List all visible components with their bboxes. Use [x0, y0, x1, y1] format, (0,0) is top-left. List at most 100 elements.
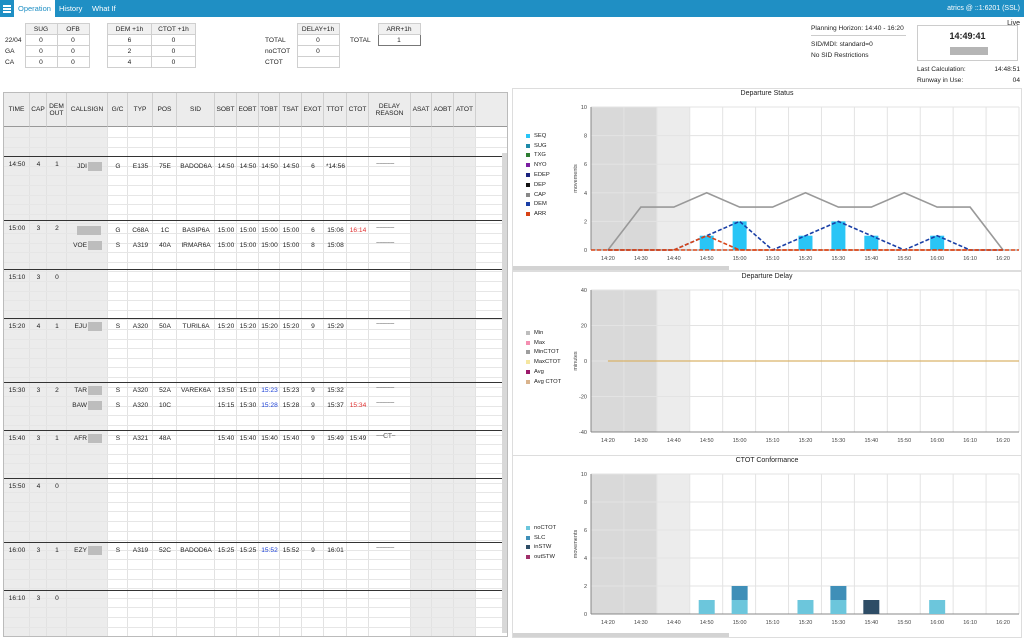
- delay-row-label: noCTOT: [263, 45, 297, 57]
- delay-reason-field[interactable]: ~~~~~: [376, 321, 394, 328]
- legend-item[interactable]: Avg CTOT: [526, 377, 561, 387]
- delay-value: 0: [296, 45, 340, 57]
- departure-sequence-table[interactable]: TIME CAP DEM OUT CALLSIGN G/C TYP POS SID SOBT EO…: [3, 92, 508, 637]
- exot-value: 9: [311, 547, 315, 554]
- ctot-value: 15:34: [349, 402, 367, 409]
- legend-item[interactable]: MaxCTOT: [526, 357, 561, 367]
- grid-line: [4, 377, 507, 378]
- header-exot[interactable]: EXOT: [302, 93, 324, 127]
- header-g-c[interactable]: G/C: [108, 93, 128, 127]
- ttot-value: 15:08: [327, 242, 344, 249]
- legend-item[interactable]: TXG: [526, 151, 550, 161]
- sid-value: IRMAR6A: [181, 242, 211, 249]
- gc-value: G: [115, 227, 121, 234]
- legend-item[interactable]: Max: [526, 338, 561, 348]
- chart-legend: Min Max MinCTOT MaxCTOT Avg Avg CTOT: [526, 328, 561, 387]
- header-eobt[interactable]: EOBT: [237, 93, 259, 127]
- runway-value: 04: [1012, 77, 1020, 84]
- x-tick-label: 15:50: [897, 256, 911, 262]
- header-callsign[interactable]: CALLSIGN: [67, 93, 108, 127]
- grid-line: [4, 482, 507, 484]
- info-panel: Planning Horizon: 14:40 - 16:20 SID/MDI:…: [807, 19, 1022, 86]
- legend-swatch: [526, 545, 530, 550]
- header-sobt[interactable]: SOBT: [215, 93, 237, 127]
- legend-item[interactable]: Min: [526, 328, 561, 338]
- connection-status: atrics @ ::1:6201 (SSL): [947, 5, 1020, 12]
- slot-demand: 1: [55, 161, 59, 168]
- legend-item[interactable]: DEP: [526, 180, 550, 190]
- column-cap: [30, 127, 47, 636]
- header-ctot[interactable]: CTOT: [347, 93, 369, 127]
- bar-seq: [831, 221, 846, 250]
- header-time[interactable]: TIME: [4, 93, 30, 127]
- bar-noctot: [797, 600, 814, 614]
- tab-operation[interactable]: Operation: [14, 0, 55, 17]
- sobt-value: 14:50: [217, 163, 235, 170]
- tab-history[interactable]: History: [59, 4, 83, 13]
- x-tick-label: 16:00: [930, 256, 944, 262]
- header-aobt[interactable]: AOBT: [432, 93, 454, 127]
- header-asat[interactable]: ASAT: [411, 93, 432, 127]
- legend-item[interactable]: SUG: [526, 141, 550, 151]
- x-tick-label: 15:30: [832, 620, 846, 626]
- legend-item[interactable]: noCTOT: [526, 523, 556, 533]
- header-tobt[interactable]: TOBT: [259, 93, 280, 127]
- delay-reason-field[interactable]: ~~CT~: [376, 433, 396, 440]
- ctot-value: [347, 322, 369, 331]
- header-dem-out[interactable]: DEM OUT: [47, 93, 67, 127]
- callsign: VOE: [73, 242, 87, 249]
- legend-item[interactable]: Avg: [526, 367, 561, 377]
- grid-line: [4, 329, 507, 330]
- col-ctot: CTOT +1h: [151, 23, 196, 35]
- header-atot[interactable]: ATOT: [454, 93, 476, 127]
- y-axis-label: minutes: [573, 351, 579, 371]
- legend-item[interactable]: DEM: [526, 200, 550, 210]
- chart-title: CTOT Conformance: [735, 457, 799, 464]
- chart-scrollbar[interactable]: [513, 266, 729, 270]
- delay-reason-field[interactable]: ~~~~~: [376, 545, 394, 552]
- x-tick-label: 14:50: [700, 438, 714, 444]
- sug-value: 0: [24, 45, 58, 57]
- header-pos[interactable]: POS: [153, 93, 177, 127]
- legend-label: TXG: [534, 152, 546, 159]
- legend-item[interactable]: MinCTOT: [526, 348, 561, 358]
- legend-item[interactable]: inSTW: [526, 543, 556, 553]
- hamburger-menu-icon[interactable]: [0, 0, 14, 17]
- grid-line: [4, 492, 507, 494]
- line-cap: [607, 191, 1004, 251]
- chart-scrollbar[interactable]: [513, 633, 729, 637]
- delay-reason-field[interactable]: ~~~~~: [376, 400, 394, 407]
- legend-item[interactable]: outSTW: [526, 552, 556, 562]
- legend-swatch: [526, 173, 530, 178]
- legend-item[interactable]: SLC: [526, 533, 556, 543]
- column-ctot: [347, 127, 369, 636]
- legend-item[interactable]: SEQ: [526, 131, 550, 141]
- exot-value: 6: [311, 163, 315, 170]
- legend-item[interactable]: EDEP: [526, 170, 550, 180]
- sobt-value: 15:15: [217, 402, 235, 409]
- legend-item[interactable]: NYO: [526, 160, 550, 170]
- grid-line: [4, 559, 507, 561]
- header-delay-reason[interactable]: DELAY REASON: [369, 93, 411, 127]
- legend-item[interactable]: CAP: [526, 190, 550, 200]
- header-sid[interactable]: SID: [177, 93, 215, 127]
- header-cap[interactable]: CAP: [30, 93, 47, 127]
- ctot-conformance-plot: 0 2 4 6 8 10 14:20 14:30 14:40 14:50 15:00 15:10 15:…: [573, 472, 1020, 626]
- header-typ[interactable]: TYP: [128, 93, 153, 127]
- header-tsat[interactable]: TSAT: [280, 93, 302, 127]
- delay-reason-field[interactable]: ~~~~~: [376, 225, 394, 232]
- slot-separator: [4, 156, 507, 157]
- grid-line: [4, 453, 507, 455]
- delay-reason-field[interactable]: ~~~~~: [376, 240, 394, 247]
- grid-scrollbar[interactable]: [502, 153, 507, 633]
- col-delay: DELAY+1h: [296, 23, 340, 35]
- top-bar: Operation History What If atrics @ ::1:6…: [0, 0, 1024, 17]
- slot-demand: 2: [55, 387, 59, 394]
- delay-row-label: TOTAL: [263, 34, 297, 46]
- delay-reason-field[interactable]: ~~~~~: [376, 161, 394, 168]
- delay-reason-field[interactable]: ~~~~~: [376, 385, 394, 392]
- y-tick-label: 2: [584, 584, 587, 590]
- legend-item[interactable]: ARR: [526, 209, 550, 219]
- tab-what-if[interactable]: What If: [92, 4, 116, 13]
- header-ttot[interactable]: TTOT: [324, 93, 347, 127]
